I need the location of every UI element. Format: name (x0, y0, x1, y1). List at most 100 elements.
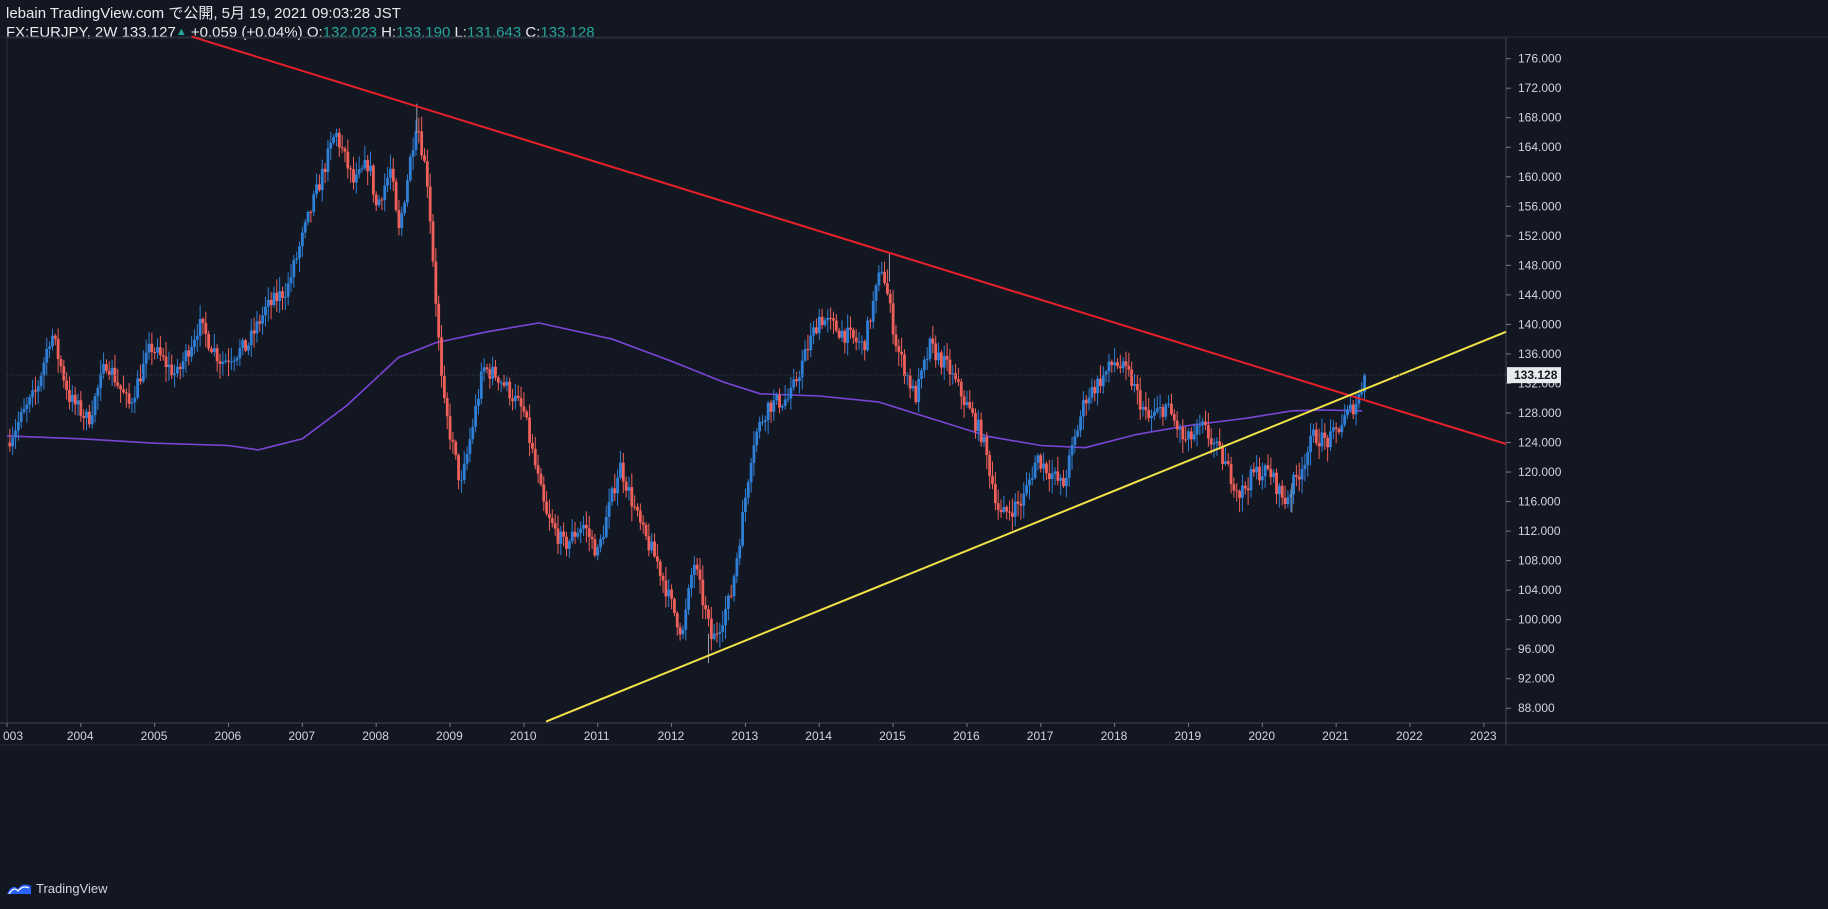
candle-down (630, 487, 634, 507)
candle-up (1073, 436, 1077, 446)
trendline-layer[interactable] (191, 35, 1507, 723)
candle-down (704, 605, 708, 610)
candle-down (1181, 427, 1185, 440)
candle-up (1081, 399, 1085, 417)
candle-down (996, 503, 1000, 510)
candle-down (218, 361, 222, 364)
candle-down (158, 347, 162, 356)
candle-down (795, 379, 798, 382)
candle-up (411, 150, 415, 158)
candle-down (1283, 497, 1287, 505)
candle-up (173, 373, 176, 376)
candle-up (922, 359, 926, 371)
candle-down (886, 283, 889, 294)
candle-down (834, 320, 838, 331)
resistance-trendline[interactable] (191, 35, 1507, 445)
candle-down (1010, 512, 1014, 517)
candle-up (261, 315, 265, 324)
support-trendline[interactable] (545, 330, 1507, 723)
candle-down (68, 389, 71, 402)
candle-up (650, 541, 654, 551)
chart-frame (0, 36, 1828, 746)
candle-down (584, 524, 588, 529)
candle-up (408, 157, 412, 181)
candle-up (610, 488, 614, 503)
candle-up (602, 536, 605, 539)
candle-up (224, 360, 228, 362)
candle-down (1232, 484, 1236, 491)
candle-up (616, 477, 620, 494)
candle-up (1312, 429, 1315, 436)
candle-down (1314, 429, 1318, 444)
candle-down (1258, 466, 1261, 481)
candle-down (1047, 473, 1051, 480)
candle-down (252, 330, 256, 334)
candle-down (275, 292, 279, 302)
last-price-badge (1507, 367, 1561, 384)
price-tick-label: 108.000 (1518, 554, 1562, 568)
candle-up (1292, 474, 1295, 495)
candle-down (1326, 437, 1330, 448)
time-tick-label: 2005 (141, 729, 168, 743)
candle-down (988, 455, 992, 477)
candle-down (170, 364, 174, 376)
candle-up (766, 402, 770, 421)
candle-down (309, 211, 313, 213)
time-axis[interactable]: 003 2004 2005 2006 2007 2008 2009 2010 2011 2012 2… (3, 723, 1497, 743)
candle-down (258, 321, 262, 324)
candle-up (513, 395, 517, 402)
candle-down (979, 419, 983, 443)
candle-up (1201, 421, 1205, 426)
candle-down (428, 186, 432, 222)
time-tick-label: 2009 (436, 729, 463, 743)
candle-up (110, 367, 114, 376)
candle-up (235, 358, 239, 361)
candle-down (423, 155, 426, 162)
candle-up (329, 142, 333, 149)
candle-up (718, 631, 722, 634)
candle-up (1113, 362, 1117, 366)
candle-up (576, 533, 580, 537)
candle-up (31, 390, 34, 398)
candle-down (533, 448, 537, 466)
candle-up (732, 576, 736, 597)
candle-up (1022, 493, 1026, 506)
candle-down (587, 528, 591, 537)
candle-up (28, 397, 32, 405)
candle-down (417, 131, 421, 133)
candle-up (195, 335, 199, 340)
candle-up (1070, 445, 1074, 456)
time-tick-label: 2012 (658, 729, 685, 743)
candle-down (437, 303, 441, 338)
candle-down (227, 360, 230, 362)
candle-up (295, 258, 299, 261)
candle-down (508, 381, 512, 399)
candle-down (525, 411, 529, 418)
candle-down (346, 151, 350, 169)
candle-up (860, 341, 864, 343)
candle-up (278, 291, 282, 302)
candle-up (229, 361, 233, 363)
candle-down (900, 351, 904, 355)
candle-down (565, 536, 568, 549)
candle-up (300, 232, 304, 247)
candle-down (914, 385, 918, 403)
candle-up (627, 487, 631, 491)
candle-down (244, 340, 247, 351)
price-tick-label: 148.000 (1518, 258, 1562, 272)
candle-down (366, 160, 370, 172)
candle-down (1295, 474, 1298, 477)
candle-down (593, 539, 597, 556)
candle-down (1206, 425, 1210, 439)
candle-up (712, 633, 716, 640)
price-axis[interactable]: 88.000 92.000 96.000 100.000 104.000 108.000 1… (7, 52, 1562, 716)
time-tick-label: 2007 (288, 729, 315, 743)
candle-down (187, 350, 191, 357)
candle-up (147, 343, 151, 353)
candle-up (772, 400, 776, 412)
candle-up (1354, 403, 1358, 415)
candle-down (709, 618, 713, 640)
candle-down (590, 536, 594, 540)
candle-down (638, 510, 642, 523)
